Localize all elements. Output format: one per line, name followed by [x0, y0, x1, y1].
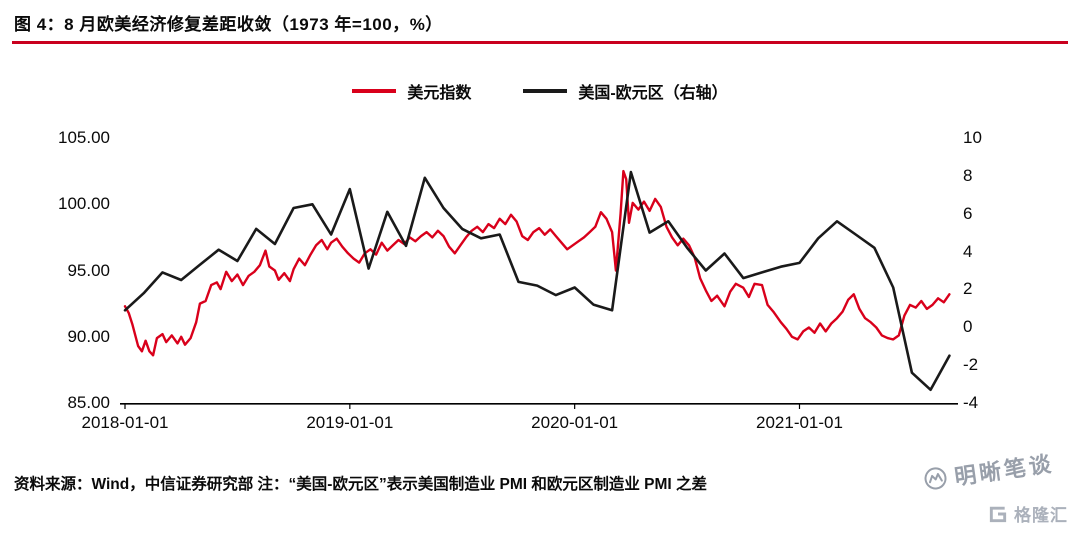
- legend-item-usd-index: 美元指数: [352, 79, 471, 103]
- us-eurozone-line: [123, 170, 951, 392]
- left-axis-tick-label: 90.00: [67, 326, 110, 346]
- us-eurozone-line-swatch: [523, 89, 568, 93]
- usd-index-line-swatch: [352, 89, 397, 93]
- legend-label-usd-index: 美元指数: [407, 85, 472, 102]
- right-axis-tick-label: 4: [963, 241, 973, 261]
- watermark-text: 明晰笔谈: [952, 450, 1056, 490]
- chart-legend: 美元指数 美国-欧元区（右轴）: [0, 79, 1080, 103]
- figure-title: 图 4：8 月欧美经济修复差距收敛（1973 年=100，%）: [14, 15, 443, 34]
- title-divider: [12, 41, 1068, 44]
- x-axis-tick-label: 2020-01-01: [531, 413, 619, 432]
- right-axis-tick-label: 0: [963, 317, 973, 337]
- usd-index-line: [123, 169, 951, 357]
- left-axis-tick-label: 105.00: [58, 128, 110, 147]
- right-axis-tick-label: 10: [963, 128, 982, 147]
- right-axis-tick-label: 6: [963, 203, 973, 223]
- x-axis-tick-label: 2018-01-01: [81, 413, 169, 432]
- x-axis-tick-label: 2019-01-01: [306, 413, 394, 432]
- left-axis-tick-label: 95.00: [67, 260, 110, 280]
- gelonghui-logo-icon: [989, 506, 1007, 522]
- right-axis-tick-label: 8: [963, 165, 973, 185]
- legend-item-us-eurozone: 美国-欧元区（右轴）: [523, 79, 728, 103]
- source-note: 资料来源：Wind，中信证券研究部 注：“美国-欧元区”表示美国制造业 PMI …: [14, 476, 708, 493]
- left-axis-tick-label: 100.00: [58, 194, 110, 214]
- right-axis-tick-label: -4: [963, 393, 979, 412]
- right-axis-tick-label: -2: [963, 355, 979, 375]
- watermark: 明晰笔谈: [921, 446, 1055, 496]
- watermark-icon: [924, 467, 947, 490]
- x-axis-tick-label: 2021-01-01: [756, 413, 843, 432]
- left-axis-tick-label: 85.00: [67, 393, 110, 412]
- gelonghui-logo: 格隆汇: [988, 501, 1068, 526]
- right-axis-tick-label: 2: [963, 279, 973, 299]
- gelonghui-logo-text: 格隆汇: [1014, 506, 1068, 525]
- legend-label-us-eurozone: 美国-欧元区（右轴）: [578, 85, 728, 102]
